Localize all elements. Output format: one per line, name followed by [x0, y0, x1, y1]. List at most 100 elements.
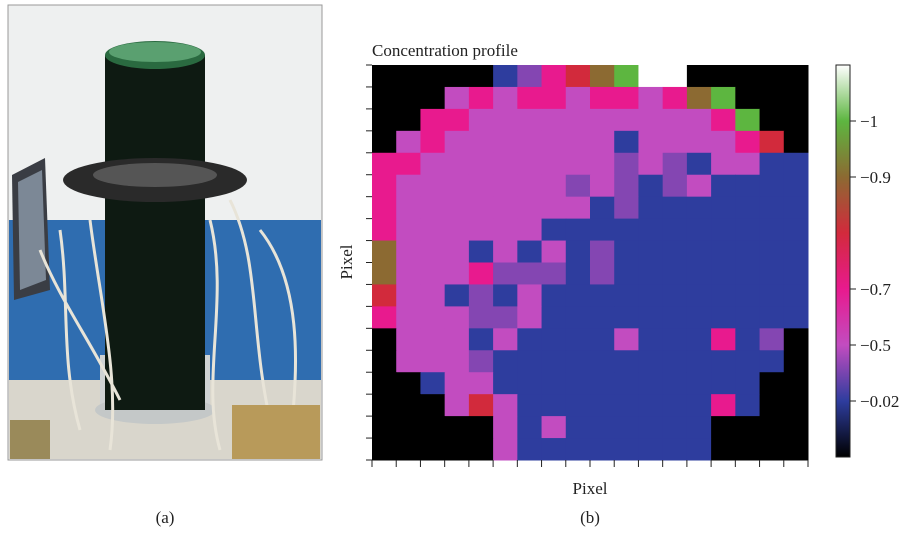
heatmap-cell — [614, 153, 639, 175]
heatmap-cell — [735, 109, 760, 131]
heatmap-cell — [469, 350, 494, 372]
heatmap-cell — [711, 306, 736, 328]
heatmap-cell — [566, 131, 591, 153]
heatmap-cell — [566, 175, 591, 197]
heatmap-cell — [614, 219, 639, 241]
heatmap-cell — [784, 263, 809, 285]
x-axis-label: Pixel — [573, 479, 608, 498]
heatmap-cell — [372, 87, 397, 109]
heatmap-cell — [735, 175, 760, 197]
heatmap-cell — [784, 87, 809, 109]
heatmap-cell — [493, 372, 518, 394]
heatmap-cell — [663, 109, 688, 131]
photo — [8, 5, 322, 460]
heatmap-cell — [590, 372, 615, 394]
heatmap-cell — [590, 87, 615, 109]
heatmap-cell — [372, 219, 397, 241]
heatmap-cell — [663, 87, 688, 109]
heatmap-cell — [687, 372, 712, 394]
heatmap-cell — [663, 438, 688, 460]
heatmap-cell — [445, 109, 470, 131]
heatmap-cell — [687, 153, 712, 175]
heatmap-cell — [396, 241, 421, 263]
heatmap-cell — [445, 241, 470, 263]
heatmap-cell — [493, 87, 518, 109]
heatmap-cell — [396, 416, 421, 438]
heatmap-cell — [396, 109, 421, 131]
heatmap-cell — [542, 109, 567, 131]
heatmap-cell — [735, 372, 760, 394]
heatmap-cell — [687, 65, 712, 87]
heatmap-cell — [590, 153, 615, 175]
heatmap-cell — [493, 241, 518, 263]
heatmap-cell — [638, 438, 663, 460]
heatmap-cell — [469, 263, 494, 285]
heatmap-cell — [735, 153, 760, 175]
heatmap-cell — [784, 328, 809, 350]
heatmap-cell — [566, 416, 591, 438]
heatmap-cell — [784, 109, 809, 131]
heatmap-cell — [687, 438, 712, 460]
heatmap-cell — [711, 87, 736, 109]
heatmap-cell — [445, 372, 470, 394]
heatmap-cell — [638, 219, 663, 241]
heatmap-cell — [517, 241, 542, 263]
heatmap-cell — [517, 109, 542, 131]
chart-title: Concentration profile — [372, 41, 518, 60]
heatmap-cell — [493, 219, 518, 241]
heatmap-cell — [542, 241, 567, 263]
heatmap-cell — [663, 328, 688, 350]
heatmap-cell — [614, 109, 639, 131]
heatmap-cell — [735, 350, 760, 372]
heatmap-cell — [760, 416, 785, 438]
heatmap-cell — [760, 372, 785, 394]
heatmap-cell — [372, 263, 397, 285]
heatmap-cell — [760, 241, 785, 263]
heatmap-cell — [663, 197, 688, 219]
heatmap-cell — [469, 197, 494, 219]
heatmap-cell — [445, 153, 470, 175]
heatmap-cell — [493, 131, 518, 153]
heatmap-cell — [517, 394, 542, 416]
heatmap-cell — [711, 65, 736, 87]
heatmap-cell — [760, 153, 785, 175]
heatmap-cell — [687, 394, 712, 416]
heatmap-cell — [420, 65, 445, 87]
heatmap-cell — [687, 175, 712, 197]
heatmap-cell — [638, 131, 663, 153]
heatmap-cell — [469, 241, 494, 263]
heatmap-cell — [445, 131, 470, 153]
heatmap-cell — [663, 350, 688, 372]
heatmap-cell — [517, 65, 542, 87]
heatmap-cell — [469, 153, 494, 175]
heatmap-cell — [687, 241, 712, 263]
heatmap-cell — [420, 284, 445, 306]
heatmap-cell — [420, 175, 445, 197]
heatmap-cell — [735, 306, 760, 328]
heatmap-cell — [517, 219, 542, 241]
heatmap-cell — [445, 263, 470, 285]
heatmap-cell — [614, 284, 639, 306]
heatmap-cell — [517, 153, 542, 175]
heatmap-cell — [638, 175, 663, 197]
heatmap-cell — [638, 153, 663, 175]
heatmap-cell — [372, 153, 397, 175]
heatmap-cell — [542, 284, 567, 306]
heatmap-cell — [542, 175, 567, 197]
heatmap-cell — [711, 219, 736, 241]
heatmap-cell — [663, 153, 688, 175]
heatmap-cell — [760, 263, 785, 285]
heatmap-cell — [493, 175, 518, 197]
heatmap-cell — [542, 350, 567, 372]
heatmap-cell — [469, 306, 494, 328]
heatmap-cell — [469, 372, 494, 394]
heatmap-cell — [663, 306, 688, 328]
heatmap-cell — [614, 65, 639, 87]
heatmap-cell — [493, 416, 518, 438]
heatmap-cell — [638, 87, 663, 109]
heatmap-cell — [493, 284, 518, 306]
heatmap-cell — [372, 284, 397, 306]
heatmap-cell — [420, 372, 445, 394]
caption: (b) — [580, 508, 600, 527]
heatmap-cell — [372, 131, 397, 153]
